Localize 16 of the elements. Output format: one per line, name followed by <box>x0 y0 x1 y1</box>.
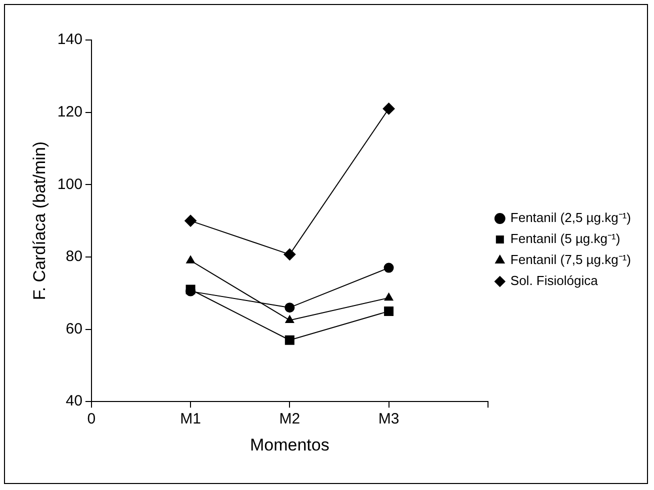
y-tick-label: 60 <box>66 320 82 338</box>
x-tick-label: M3 <box>378 410 400 428</box>
legend-label: Fentanil (2,5 µg.kg⁻¹) <box>510 210 631 226</box>
x-tick-label: M1 <box>180 410 201 428</box>
y-tick-label: 140 <box>57 31 82 48</box>
y-tick-label: 80 <box>66 248 82 266</box>
legend-label: Fentanil (5 µg.kg⁻¹) <box>510 231 620 246</box>
x-axis-title: Momentos <box>250 435 330 454</box>
x-tick-label: 0 <box>87 410 96 428</box>
y-tick-label: 100 <box>57 176 82 193</box>
y-axis-title: F. Cardíaca (bat/min) <box>30 141 49 300</box>
y-tick-label: 40 <box>66 392 82 410</box>
y-tick-label: 120 <box>57 103 82 120</box>
legend-label: Sol. Fisiológica <box>510 273 599 288</box>
legend-label: Fentanil (7,5 µg.kg⁻¹) <box>510 252 631 268</box>
x-tick-label: M2 <box>279 410 300 428</box>
